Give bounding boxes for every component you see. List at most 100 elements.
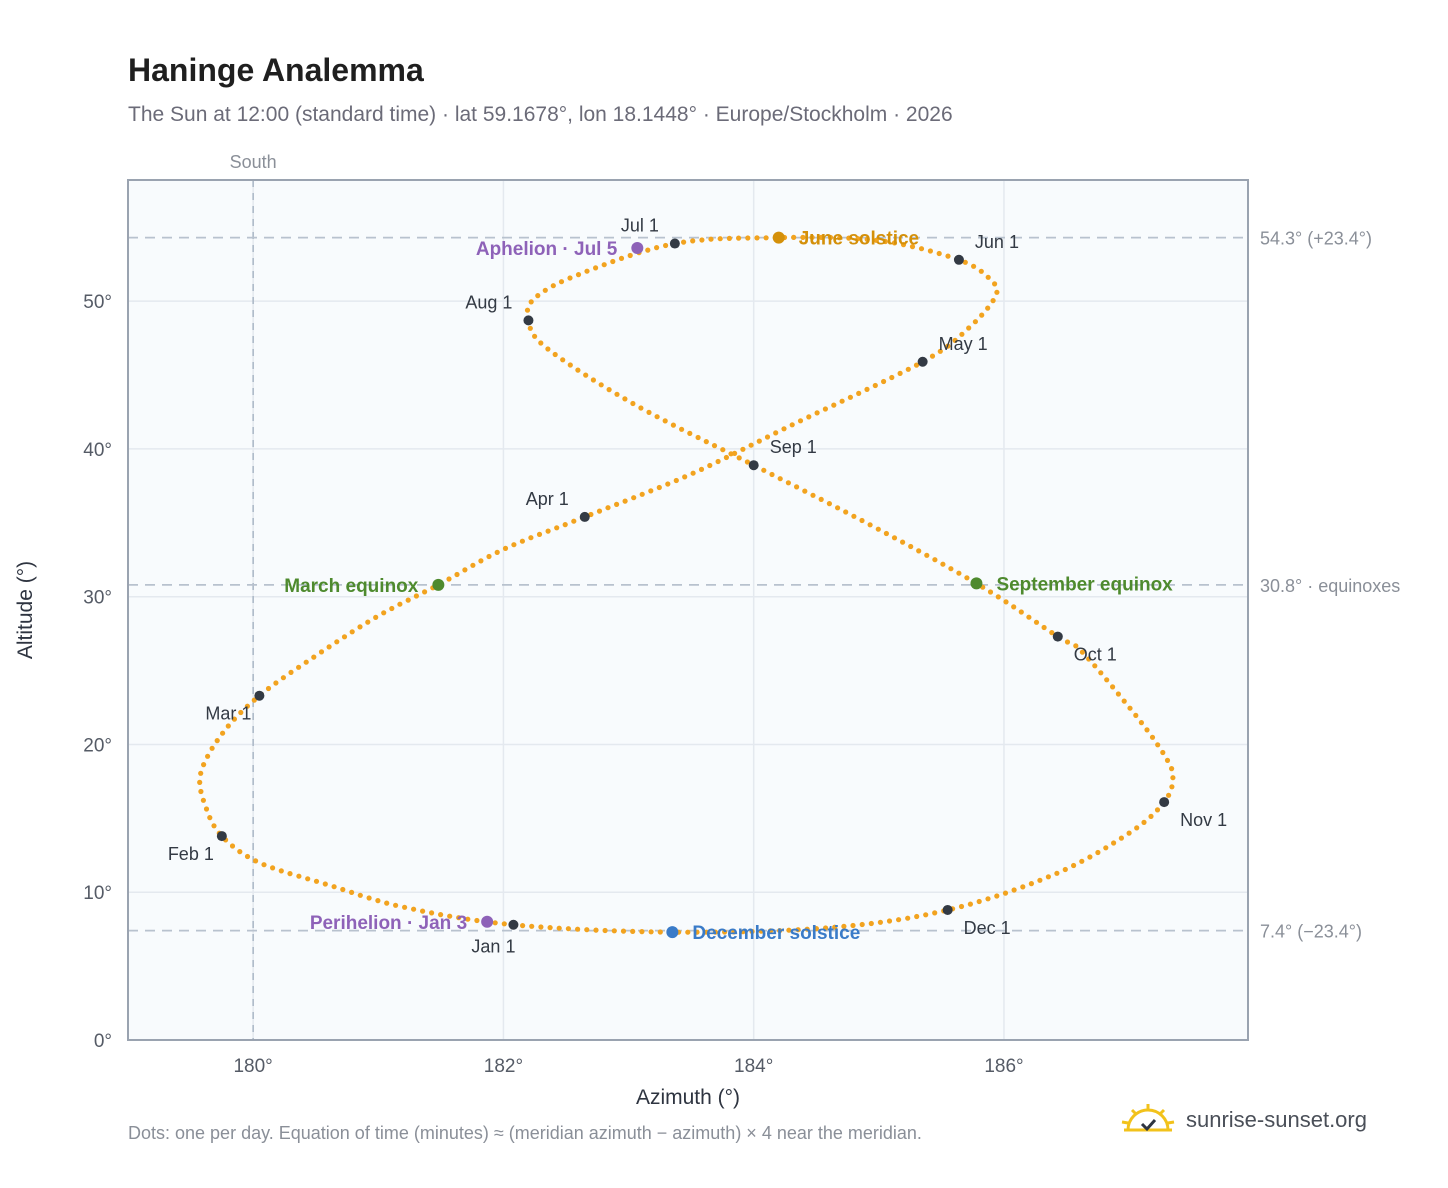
day-dot <box>556 925 562 931</box>
day-dot <box>985 305 991 311</box>
day-dot <box>502 545 509 552</box>
day-dot <box>611 928 617 934</box>
day-dot <box>967 901 974 907</box>
day-dot <box>913 362 920 368</box>
day-dot <box>929 353 936 359</box>
day-dot <box>831 402 837 408</box>
x-tick-label: 184° <box>734 1056 773 1077</box>
day-dot <box>1169 784 1175 790</box>
day-dot <box>1104 677 1110 683</box>
day-dot <box>822 406 829 412</box>
day-dot <box>420 908 426 914</box>
month-label: Jul 1 <box>621 216 659 236</box>
day-dot <box>1037 877 1043 883</box>
day-dot <box>855 236 861 242</box>
y-axis-title: Altitude (°) <box>14 561 37 659</box>
day-dot <box>200 797 206 803</box>
day-dot <box>486 553 492 560</box>
day-dot <box>606 387 612 393</box>
day-dot <box>1111 840 1117 846</box>
day-dot <box>839 398 845 404</box>
day-dot <box>527 325 533 331</box>
day-dot <box>717 236 723 242</box>
day-dot <box>558 279 565 285</box>
day-dot <box>567 362 573 368</box>
day-dot <box>731 929 737 935</box>
day-dot <box>976 898 982 905</box>
day-dot <box>1079 649 1085 655</box>
day-dot <box>340 886 346 893</box>
chart-subtitle: The Sun at 12:00 (standard time) · lat 5… <box>128 103 953 126</box>
day-dot <box>583 372 589 378</box>
day-dot <box>864 236 870 242</box>
day-dot <box>1133 712 1139 719</box>
day-dot <box>614 391 620 397</box>
day-dot <box>1169 766 1175 772</box>
day-dot <box>270 865 276 871</box>
day-dot <box>654 245 660 251</box>
day-dot <box>918 246 925 252</box>
day-dot <box>1003 599 1009 605</box>
day-dot <box>1086 656 1092 662</box>
day-dot <box>1138 720 1144 726</box>
day-dot <box>924 552 930 558</box>
day-dot <box>614 501 620 507</box>
month-dot <box>1052 631 1063 642</box>
day-dot <box>715 458 721 465</box>
month-label: Sep 1 <box>770 437 817 457</box>
day-dot <box>758 928 764 934</box>
day-dot <box>520 923 526 929</box>
day-dot <box>1144 727 1150 733</box>
day-dot <box>610 258 616 265</box>
day-dot <box>673 477 679 484</box>
day-dot <box>584 268 590 274</box>
day-dot <box>593 265 599 271</box>
day-dot <box>856 390 862 396</box>
day-dot <box>438 912 444 918</box>
day-dot <box>447 913 453 919</box>
day-dot <box>909 244 916 250</box>
day-dot <box>552 351 558 358</box>
day-dot <box>311 654 317 660</box>
day-dot <box>562 522 568 528</box>
day-dot <box>1011 887 1017 893</box>
day-dot <box>470 562 476 568</box>
day-dot <box>712 929 719 935</box>
y-tick-label: 10° <box>83 883 112 904</box>
day-dot <box>814 410 820 416</box>
day-dot <box>645 247 651 253</box>
day-dot <box>985 274 991 280</box>
day-dot <box>881 378 887 385</box>
day-dot <box>331 884 337 890</box>
day-dot <box>859 517 865 524</box>
brand[interactable]: sunrise-sunset.org <box>1120 1100 1367 1140</box>
month-label: Mar 1 <box>205 704 251 724</box>
day-dot <box>923 912 929 918</box>
day-dot <box>908 543 914 550</box>
day-dot <box>995 594 1001 600</box>
day-dot <box>547 925 553 931</box>
day-dot <box>802 488 808 494</box>
day-dot <box>985 896 991 902</box>
month-dot <box>216 831 227 842</box>
day-dot <box>1049 630 1055 636</box>
day-dot <box>638 405 644 411</box>
day-dot <box>846 235 852 241</box>
day-dot <box>891 240 898 246</box>
day-dot <box>685 929 691 935</box>
day-dot <box>1071 862 1077 869</box>
sun-logo-icon <box>1121 1104 1175 1132</box>
day-dot <box>936 250 942 257</box>
day-dot <box>891 535 898 541</box>
day-dot <box>781 426 787 432</box>
month-label: Jun 1 <box>975 232 1019 252</box>
chart-title: Haninge Analemma <box>128 52 424 88</box>
day-dot <box>1028 881 1034 887</box>
day-dot <box>220 730 226 736</box>
day-dot <box>1095 849 1101 856</box>
day-dot <box>932 557 938 563</box>
day-dot <box>225 723 231 729</box>
day-dot <box>851 513 857 519</box>
day-dot <box>1115 691 1121 697</box>
day-dot <box>478 558 484 564</box>
